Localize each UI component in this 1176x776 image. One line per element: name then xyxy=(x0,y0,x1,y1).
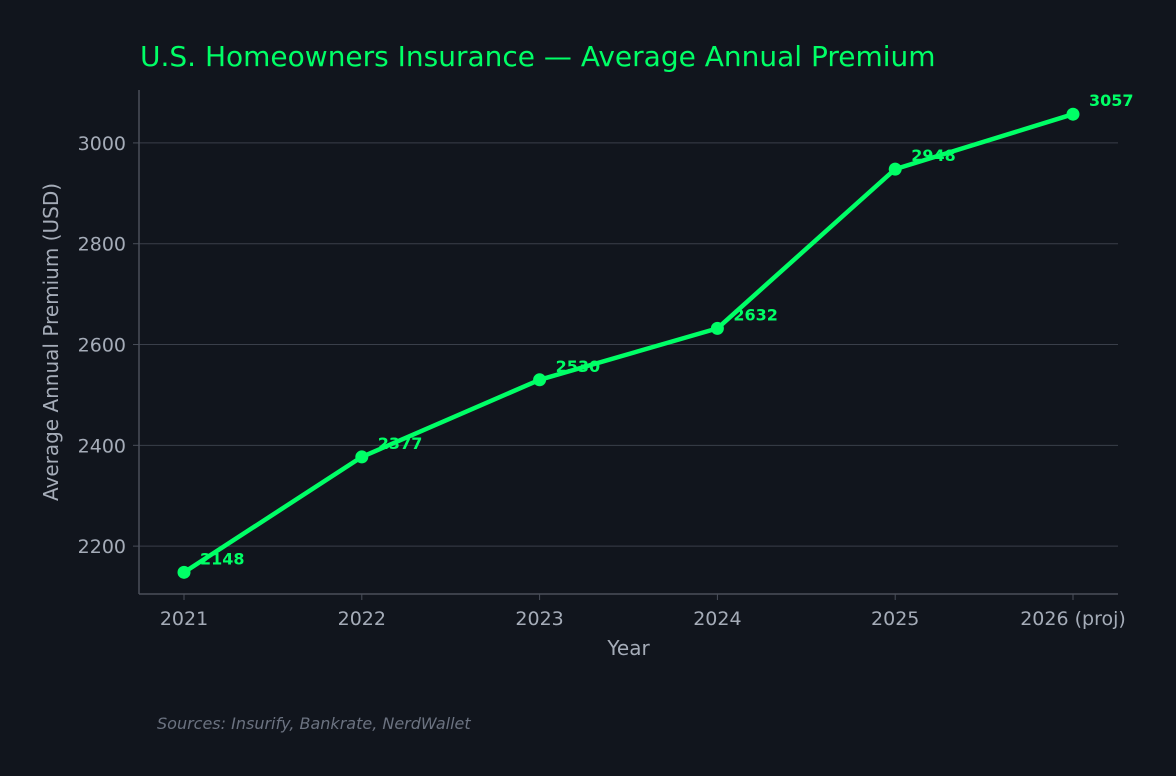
x-tick-label: 2022 xyxy=(338,608,386,630)
data-point xyxy=(177,565,191,579)
y-axis-ticks: 2200 2400 2600 2800 3000 xyxy=(78,133,139,558)
y-axis-title: Average Annual Premium (USD) xyxy=(39,183,63,501)
grid-lines xyxy=(139,142,1118,547)
data-point xyxy=(1066,107,1080,121)
x-axis-ticks: 2021 2022 2023 2024 2025 2026 (proj) xyxy=(160,594,1126,630)
data-label: 2377 xyxy=(378,434,423,453)
series-line xyxy=(181,111,1076,575)
data-point xyxy=(888,162,902,176)
data-label: 2530 xyxy=(556,357,601,376)
data-label: 2148 xyxy=(200,549,245,568)
y-tick-label: 2800 xyxy=(78,234,126,256)
data-label: 3057 xyxy=(1089,91,1134,110)
axes xyxy=(138,90,1118,595)
y-tick-label: 2400 xyxy=(78,435,126,457)
x-axis-title: Year xyxy=(606,636,650,660)
y-tick-label: 3000 xyxy=(78,133,126,155)
chart-title: U.S. Homeowners Insurance — Average Annu… xyxy=(140,40,936,73)
data-point xyxy=(355,450,369,464)
x-tick-label: 2023 xyxy=(515,608,563,630)
x-tick-label: 2024 xyxy=(693,608,741,630)
data-point xyxy=(710,321,724,335)
series xyxy=(177,107,1080,579)
y-tick-label: 2200 xyxy=(78,536,126,558)
x-tick-label: 2025 xyxy=(871,608,919,630)
data-label: 2632 xyxy=(733,305,778,324)
y-tick-label: 2600 xyxy=(78,335,126,357)
source-note: Sources: Insurify, Bankrate, NerdWallet xyxy=(157,714,471,733)
x-tick-label: 2021 xyxy=(160,608,208,630)
x-tick-label: 2026 (proj) xyxy=(1020,608,1126,630)
data-labels: 2148 2377 2530 2632 2948 3057 xyxy=(200,91,1134,568)
data-label: 2948 xyxy=(911,146,956,165)
data-point xyxy=(533,373,547,387)
